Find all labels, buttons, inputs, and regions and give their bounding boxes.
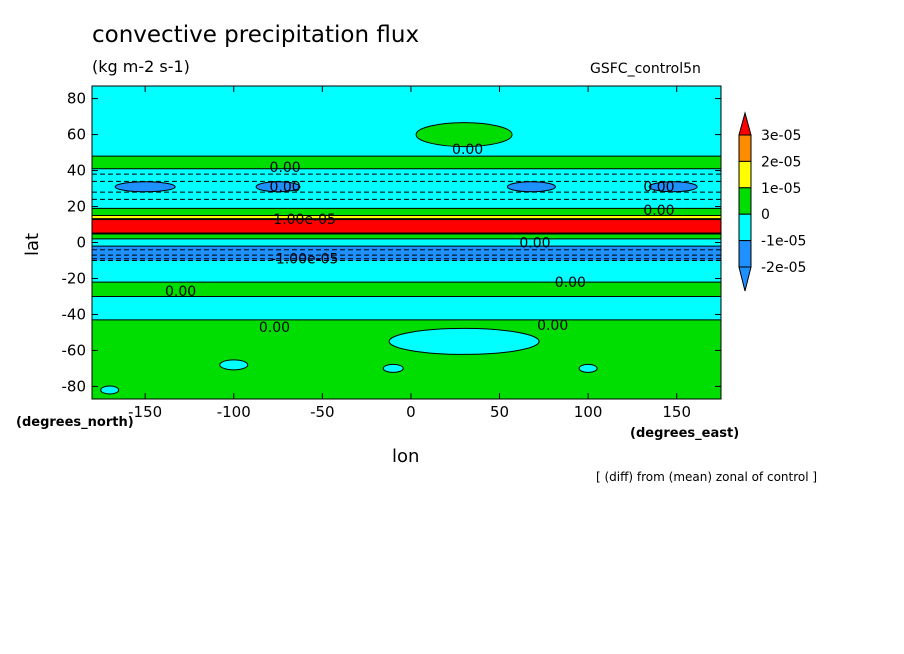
contour-label-9: 0.00 bbox=[555, 275, 586, 291]
patch-blue-3 bbox=[506, 181, 556, 193]
patch-cyan-small-2 bbox=[382, 363, 404, 373]
zonal-band-5 bbox=[92, 219, 721, 234]
zonal-band-9 bbox=[92, 260, 721, 283]
x-tick-label: -150 bbox=[128, 403, 162, 421]
zonal-band-2 bbox=[92, 168, 721, 209]
zonal-band-4 bbox=[92, 215, 721, 220]
colorbar-segment-1 bbox=[738, 134, 752, 162]
contour-label-8: 0.00 bbox=[165, 284, 196, 300]
colorbar-label-0: 3e-05 bbox=[761, 128, 801, 144]
y-tick-label: -20 bbox=[62, 269, 87, 287]
x-tick-label: -50 bbox=[310, 403, 335, 421]
x-tick-label: 150 bbox=[662, 403, 691, 421]
contour-label-11: 0.00 bbox=[537, 318, 568, 334]
zonal-band-8 bbox=[92, 246, 721, 261]
contour-label-4: 0.00 bbox=[643, 203, 674, 219]
colorbar-segment-3 bbox=[738, 187, 752, 215]
x-tick-label: -100 bbox=[217, 403, 251, 421]
y-tick-label: 20 bbox=[67, 198, 86, 216]
colorbar-label-1: 2e-05 bbox=[761, 154, 801, 170]
x-axis-label: lon bbox=[392, 446, 420, 467]
patch-cyan-small-4 bbox=[100, 385, 120, 395]
patch-blue-1 bbox=[114, 181, 176, 193]
contour-label-1: 0.00 bbox=[270, 180, 301, 196]
colorbar-extend-bottom bbox=[738, 266, 752, 292]
y-tick-label: 60 bbox=[67, 126, 86, 144]
y-axis-units: (degrees_north) bbox=[16, 415, 134, 430]
colorbar-label-2: 1e-05 bbox=[761, 181, 801, 197]
dataset-label: GSFC_control5n bbox=[590, 61, 701, 77]
footnote: [ (diff) from (mean) zonal of control ] bbox=[596, 470, 818, 484]
y-tick-label: -80 bbox=[62, 377, 87, 395]
contour-label-3: 0.00 bbox=[643, 180, 674, 196]
colorbar-extend-top bbox=[738, 111, 752, 136]
colorbar-segment-2 bbox=[738, 160, 752, 189]
x-axis-units: (degrees_east) bbox=[630, 426, 740, 441]
colorbar-label-3: 0 bbox=[761, 207, 770, 223]
contour-label-5: 1.00e-05 bbox=[273, 212, 336, 228]
contour-label-7: -1.00e-05 bbox=[271, 252, 339, 268]
y-tick-label: -40 bbox=[62, 305, 87, 323]
contour-label-6: 0.00 bbox=[519, 236, 550, 252]
zonal-band-0 bbox=[92, 86, 721, 157]
colorbar-segment-4 bbox=[738, 213, 752, 242]
y-tick-label: 80 bbox=[67, 90, 86, 108]
zonal-band-10 bbox=[92, 282, 721, 297]
x-tick-label: 0 bbox=[406, 403, 416, 421]
patch-cyan-small-1 bbox=[219, 359, 249, 371]
y-tick-label: -60 bbox=[62, 341, 87, 359]
contour-label-10: 0.00 bbox=[259, 320, 290, 336]
x-tick-label: 100 bbox=[574, 403, 603, 421]
zonal-band-12 bbox=[92, 319, 721, 399]
colorbar-label-5: -2e-05 bbox=[761, 260, 806, 276]
colorbar-label-4: -1e-05 bbox=[761, 234, 806, 250]
patch-green-north bbox=[415, 122, 513, 148]
zonal-band-3 bbox=[92, 208, 721, 216]
patch-cyan-south bbox=[388, 327, 540, 355]
zonal-band-7 bbox=[92, 238, 721, 247]
chart-title: convective precipitation flux bbox=[92, 22, 420, 48]
zonal-band-1 bbox=[92, 156, 721, 169]
zonal-band-6 bbox=[92, 233, 721, 239]
zonal-band-11 bbox=[92, 296, 721, 320]
colorbar-segment-5 bbox=[738, 240, 752, 268]
patch-blue-4 bbox=[648, 181, 698, 193]
y-tick-label: 40 bbox=[67, 162, 86, 180]
contour-label-0: 0.00 bbox=[270, 160, 301, 176]
patch-cyan-small-3 bbox=[578, 363, 598, 373]
chart-units: (kg m-2 s-1) bbox=[92, 57, 190, 76]
x-tick-label: 50 bbox=[490, 403, 509, 421]
y-tick-label: 0 bbox=[76, 234, 86, 252]
contour-label-2: 0.00 bbox=[452, 142, 483, 158]
